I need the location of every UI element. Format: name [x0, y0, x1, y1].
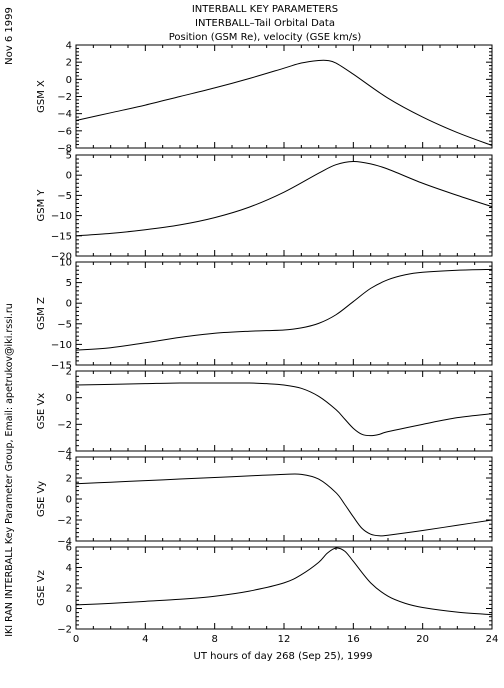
panel-5: −4 −2 0 2 4 GSE Vy — [36, 453, 493, 548]
x-tick-label: 16 — [347, 634, 360, 645]
panel-1: −8 −6 −4 −2 0 2 4 GSM X — [36, 41, 493, 155]
y-tick-label: 4 — [66, 453, 72, 464]
series-line — [75, 160, 493, 237]
chart-title-line-2: INTERBALL–Tail Orbital Data — [195, 18, 335, 29]
y-tick-label: −2 — [57, 92, 72, 103]
y-tick-label: 2 — [66, 367, 72, 378]
series-line — [75, 59, 493, 146]
plot-frame — [75, 456, 493, 542]
y-tick-label: −4 — [57, 109, 72, 120]
y-tick-label: 6 — [66, 543, 72, 554]
x-tick-label: 4 — [142, 634, 148, 645]
y-axis-label: GSM Y — [36, 189, 47, 222]
x-tick-label: 8 — [211, 634, 217, 645]
y-tick-label: −10 — [51, 211, 72, 222]
y-tick-label: 2 — [66, 58, 72, 69]
plot-frame — [75, 546, 493, 630]
y-tick-label: 0 — [66, 393, 72, 404]
y-tick-label: −5 — [57, 191, 72, 202]
y-tick-label: −2 — [57, 516, 72, 527]
x-tick-label: 0 — [73, 634, 79, 645]
panel-4: −4 −2 0 2 GSE Vx — [36, 367, 493, 458]
panel-2: −20 −15 −10 −5 0 5 GSM Y — [36, 151, 493, 263]
y-tick-label: 0 — [66, 171, 72, 182]
y-tick-label: −8 — [57, 144, 72, 155]
y-axis-label: GSE Vy — [36, 481, 47, 517]
y-tick-label: 2 — [66, 584, 72, 595]
y-tick-label: 0 — [66, 75, 72, 86]
series-line — [75, 547, 493, 616]
y-tick-label: −2 — [57, 625, 72, 636]
y-tick-label: 0 — [66, 604, 72, 615]
plot-frame — [75, 370, 493, 452]
y-tick-label: 2 — [66, 474, 72, 485]
y-tick-label: 0 — [66, 495, 72, 506]
x-axis-label: UT hours of day 268 (Sep 25), 1999 — [194, 651, 373, 662]
y-tick-label: 4 — [66, 41, 72, 52]
y-tick-label: −5 — [57, 319, 72, 330]
y-axis-label: GSE Vz — [36, 570, 47, 606]
date-stamp: Nov 6 1999 — [4, 7, 15, 65]
x-tick-label: 20 — [416, 634, 429, 645]
panel-3: −15 −10 −5 0 5 10 GSM Z — [36, 258, 493, 372]
x-tick-label: 12 — [278, 634, 291, 645]
y-tick-label: 0 — [66, 299, 72, 310]
y-tick-label: −4 — [57, 447, 72, 458]
y-tick-label: −20 — [51, 252, 72, 263]
y-axis-label: GSE Vx — [36, 393, 47, 429]
y-tick-label: −15 — [51, 361, 72, 372]
chart-title-line-1: INTERBALL KEY PARAMETERS — [192, 4, 338, 15]
y-tick-label: −2 — [57, 420, 72, 431]
series-line — [75, 382, 493, 437]
credit-text: IKI RAN INTERBALL Key Parameter Group, E… — [4, 303, 15, 637]
y-tick-label: −15 — [51, 231, 72, 242]
chart-title-line-3: Position (GSM Re), velocity (GSE km/s) — [169, 32, 362, 43]
y-tick-label: 5 — [66, 151, 72, 162]
series-line — [75, 268, 493, 351]
series-line — [75, 473, 493, 537]
plot-frame — [75, 44, 493, 149]
x-tick-label: 24 — [486, 634, 499, 645]
y-tick-label: −4 — [57, 537, 72, 548]
y-tick-label: 10 — [59, 258, 72, 269]
plot-frame — [75, 154, 493, 257]
y-axis-label: GSM X — [36, 80, 47, 113]
y-tick-label: 5 — [66, 278, 72, 289]
y-tick-label: −10 — [51, 340, 72, 351]
y-tick-label: −6 — [57, 126, 72, 137]
y-tick-label: 4 — [66, 563, 72, 574]
y-axis-label: GSM Z — [36, 297, 47, 330]
plot-frame — [75, 261, 493, 366]
